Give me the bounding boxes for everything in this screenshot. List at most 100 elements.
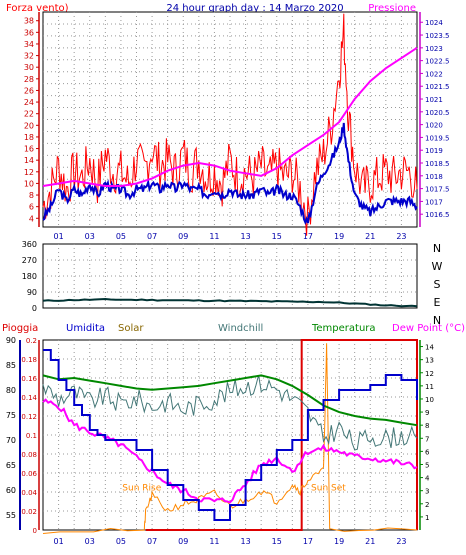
- pressure-right-tick-label: 1018.5: [425, 160, 450, 168]
- humidity-tick-label: 70: [6, 436, 16, 445]
- compass-label: E: [434, 296, 441, 309]
- pressure-right-tick-label: 1022.5: [425, 58, 450, 66]
- weather-x-tick-label: 03: [85, 537, 95, 546]
- weather-x-tick-label: 21: [365, 537, 375, 546]
- wind-left-tick-label: 32: [24, 52, 34, 61]
- wind-left-tick-label: 38: [24, 17, 34, 26]
- weather-x-tick-label: 23: [396, 537, 406, 546]
- wind-direction-series: [42, 297, 418, 308]
- humidity-tick-label: 65: [6, 461, 16, 470]
- pressure-right-tick-label: 1017: [425, 198, 443, 206]
- rain-tick-label: 0.12: [21, 413, 37, 421]
- wind-left-tick-label: 24: [24, 98, 34, 107]
- wind-left-tick-label: 8: [29, 191, 34, 200]
- humidity-tick-label: 55: [6, 511, 16, 520]
- wind-left-tick-label: 28: [24, 75, 34, 84]
- legend-temperature: Temperatura: [311, 323, 376, 334]
- wind-left-tick-label: 14: [24, 156, 34, 165]
- wind-x-tick-label: 11: [209, 232, 219, 241]
- wind-left-tick-label: 20: [24, 121, 34, 130]
- rain-series: [145, 339, 418, 531]
- temperature-tick-label: 14: [425, 344, 434, 352]
- temperature-tick-label: 7: [425, 435, 429, 443]
- humidity-tick-label: 60: [6, 486, 16, 495]
- rain-tick-label: 0.04: [21, 489, 37, 497]
- legend-rain: Pioggia: [2, 323, 38, 334]
- rain-tick-label: 0.1: [26, 432, 37, 440]
- compass-label: W: [432, 260, 443, 273]
- rain-tick-label: 0.16: [21, 375, 37, 383]
- temperature-tick-label: 8: [425, 422, 429, 430]
- temperature-tick-label: 13: [425, 357, 434, 365]
- wind-x-tick-label: 13: [240, 232, 250, 241]
- wind-x-tick-label: 17: [303, 232, 313, 241]
- temperature-tick-label: 10: [425, 396, 434, 404]
- wind-left-tick-label: 6: [29, 203, 34, 212]
- wind-left-tick-label: 26: [24, 86, 34, 95]
- compass-label: S: [434, 278, 441, 291]
- humidity-series: [43, 349, 418, 521]
- temperature-tick-label: 5: [425, 461, 429, 469]
- sunrise-label: Sun Rise: [122, 484, 161, 494]
- temperature-tick-label: 11: [425, 383, 434, 391]
- direction-y-tick-label: 270: [22, 256, 37, 265]
- pressure-right-tick-label: 1024: [425, 19, 443, 27]
- wind-speed-series: [42, 13, 418, 236]
- rain-tick-label: 0.06: [21, 470, 37, 478]
- weather-x-tick-label: 05: [116, 537, 126, 546]
- wind-x-tick-label: 05: [116, 232, 126, 241]
- humidity-tick-label: 90: [6, 336, 16, 345]
- wind-x-tick-label: 21: [365, 232, 375, 241]
- humidity-tick-label: 75: [6, 411, 16, 420]
- temperature-tick-label: 4: [425, 475, 430, 483]
- direction-y-tick-label: 90: [27, 288, 37, 297]
- weather-x-tick-label: 17: [303, 537, 313, 546]
- pressure-right-tick-label: 1022: [425, 70, 443, 78]
- wind-left-tick-label: 12: [24, 168, 34, 177]
- temperature-series: [42, 374, 418, 427]
- pressure-right-tick-label: 1021: [425, 96, 443, 104]
- wind-x-tick-label: 07: [147, 232, 157, 241]
- weather-x-tick-label: 11: [209, 537, 219, 546]
- wind-x-tick-label: 01: [53, 232, 63, 241]
- wind-left-tick-label: 30: [24, 63, 34, 72]
- rain-tick-label: 0.2: [26, 337, 37, 345]
- wind-x-tick-label: 15: [272, 232, 282, 241]
- compass-label: N: [433, 314, 441, 327]
- wind-left-tick-label: 16: [24, 145, 34, 154]
- pressure-axis-title: Pressione: [368, 3, 416, 14]
- wind-x-tick-label: 19: [334, 232, 344, 241]
- rain-tick-label: 0.08: [21, 451, 37, 459]
- wind-x-tick-label: 23: [396, 232, 406, 241]
- rain-tick-label: 0.02: [21, 508, 37, 516]
- temperature-tick-label: 6: [425, 448, 430, 456]
- wind-x-tick-label: 03: [85, 232, 95, 241]
- wind-left-tick-label: 18: [24, 133, 34, 142]
- weather-x-tick-label: 09: [178, 537, 188, 546]
- wind-left-tick-label: 4: [29, 214, 34, 223]
- chart-title: 24 hour graph day : 14 Marzo 2020: [166, 3, 343, 14]
- pressure-right-tick-label: 1019: [425, 147, 443, 155]
- pressure-right-tick-label: 1018: [425, 173, 443, 181]
- pressure-right-tick-label: 1020: [425, 122, 443, 130]
- weather-x-tick-label: 13: [240, 537, 250, 546]
- legend-dewpoint: Dew Point (°C): [392, 323, 465, 334]
- humidity-tick-label: 85: [6, 361, 16, 370]
- temperature-tick-label: 2: [425, 501, 429, 509]
- weather-x-tick-label: 19: [334, 537, 344, 546]
- wind-left-tick-label: 22: [24, 110, 34, 119]
- pressure-right-tick-label: 1023.5: [425, 32, 450, 40]
- pressure-right-tick-label: 1020.5: [425, 109, 450, 117]
- pressure-right-tick-label: 1017.5: [425, 186, 450, 194]
- wind-axis-title: Forza vento): [6, 3, 69, 14]
- weather-x-tick-label: 01: [53, 537, 63, 546]
- wind-left-tick-label: 10: [24, 179, 34, 188]
- direction-y-tick-label: 0: [32, 304, 37, 313]
- compass-label: N: [433, 242, 441, 255]
- temperature-tick-label: 1: [425, 514, 429, 522]
- pressure-right-tick-label: 1019.5: [425, 134, 450, 142]
- wind-left-tick-label: 34: [24, 40, 34, 49]
- pressure-series: [42, 46, 418, 187]
- pressure-right-tick-label: 1021.5: [425, 83, 450, 91]
